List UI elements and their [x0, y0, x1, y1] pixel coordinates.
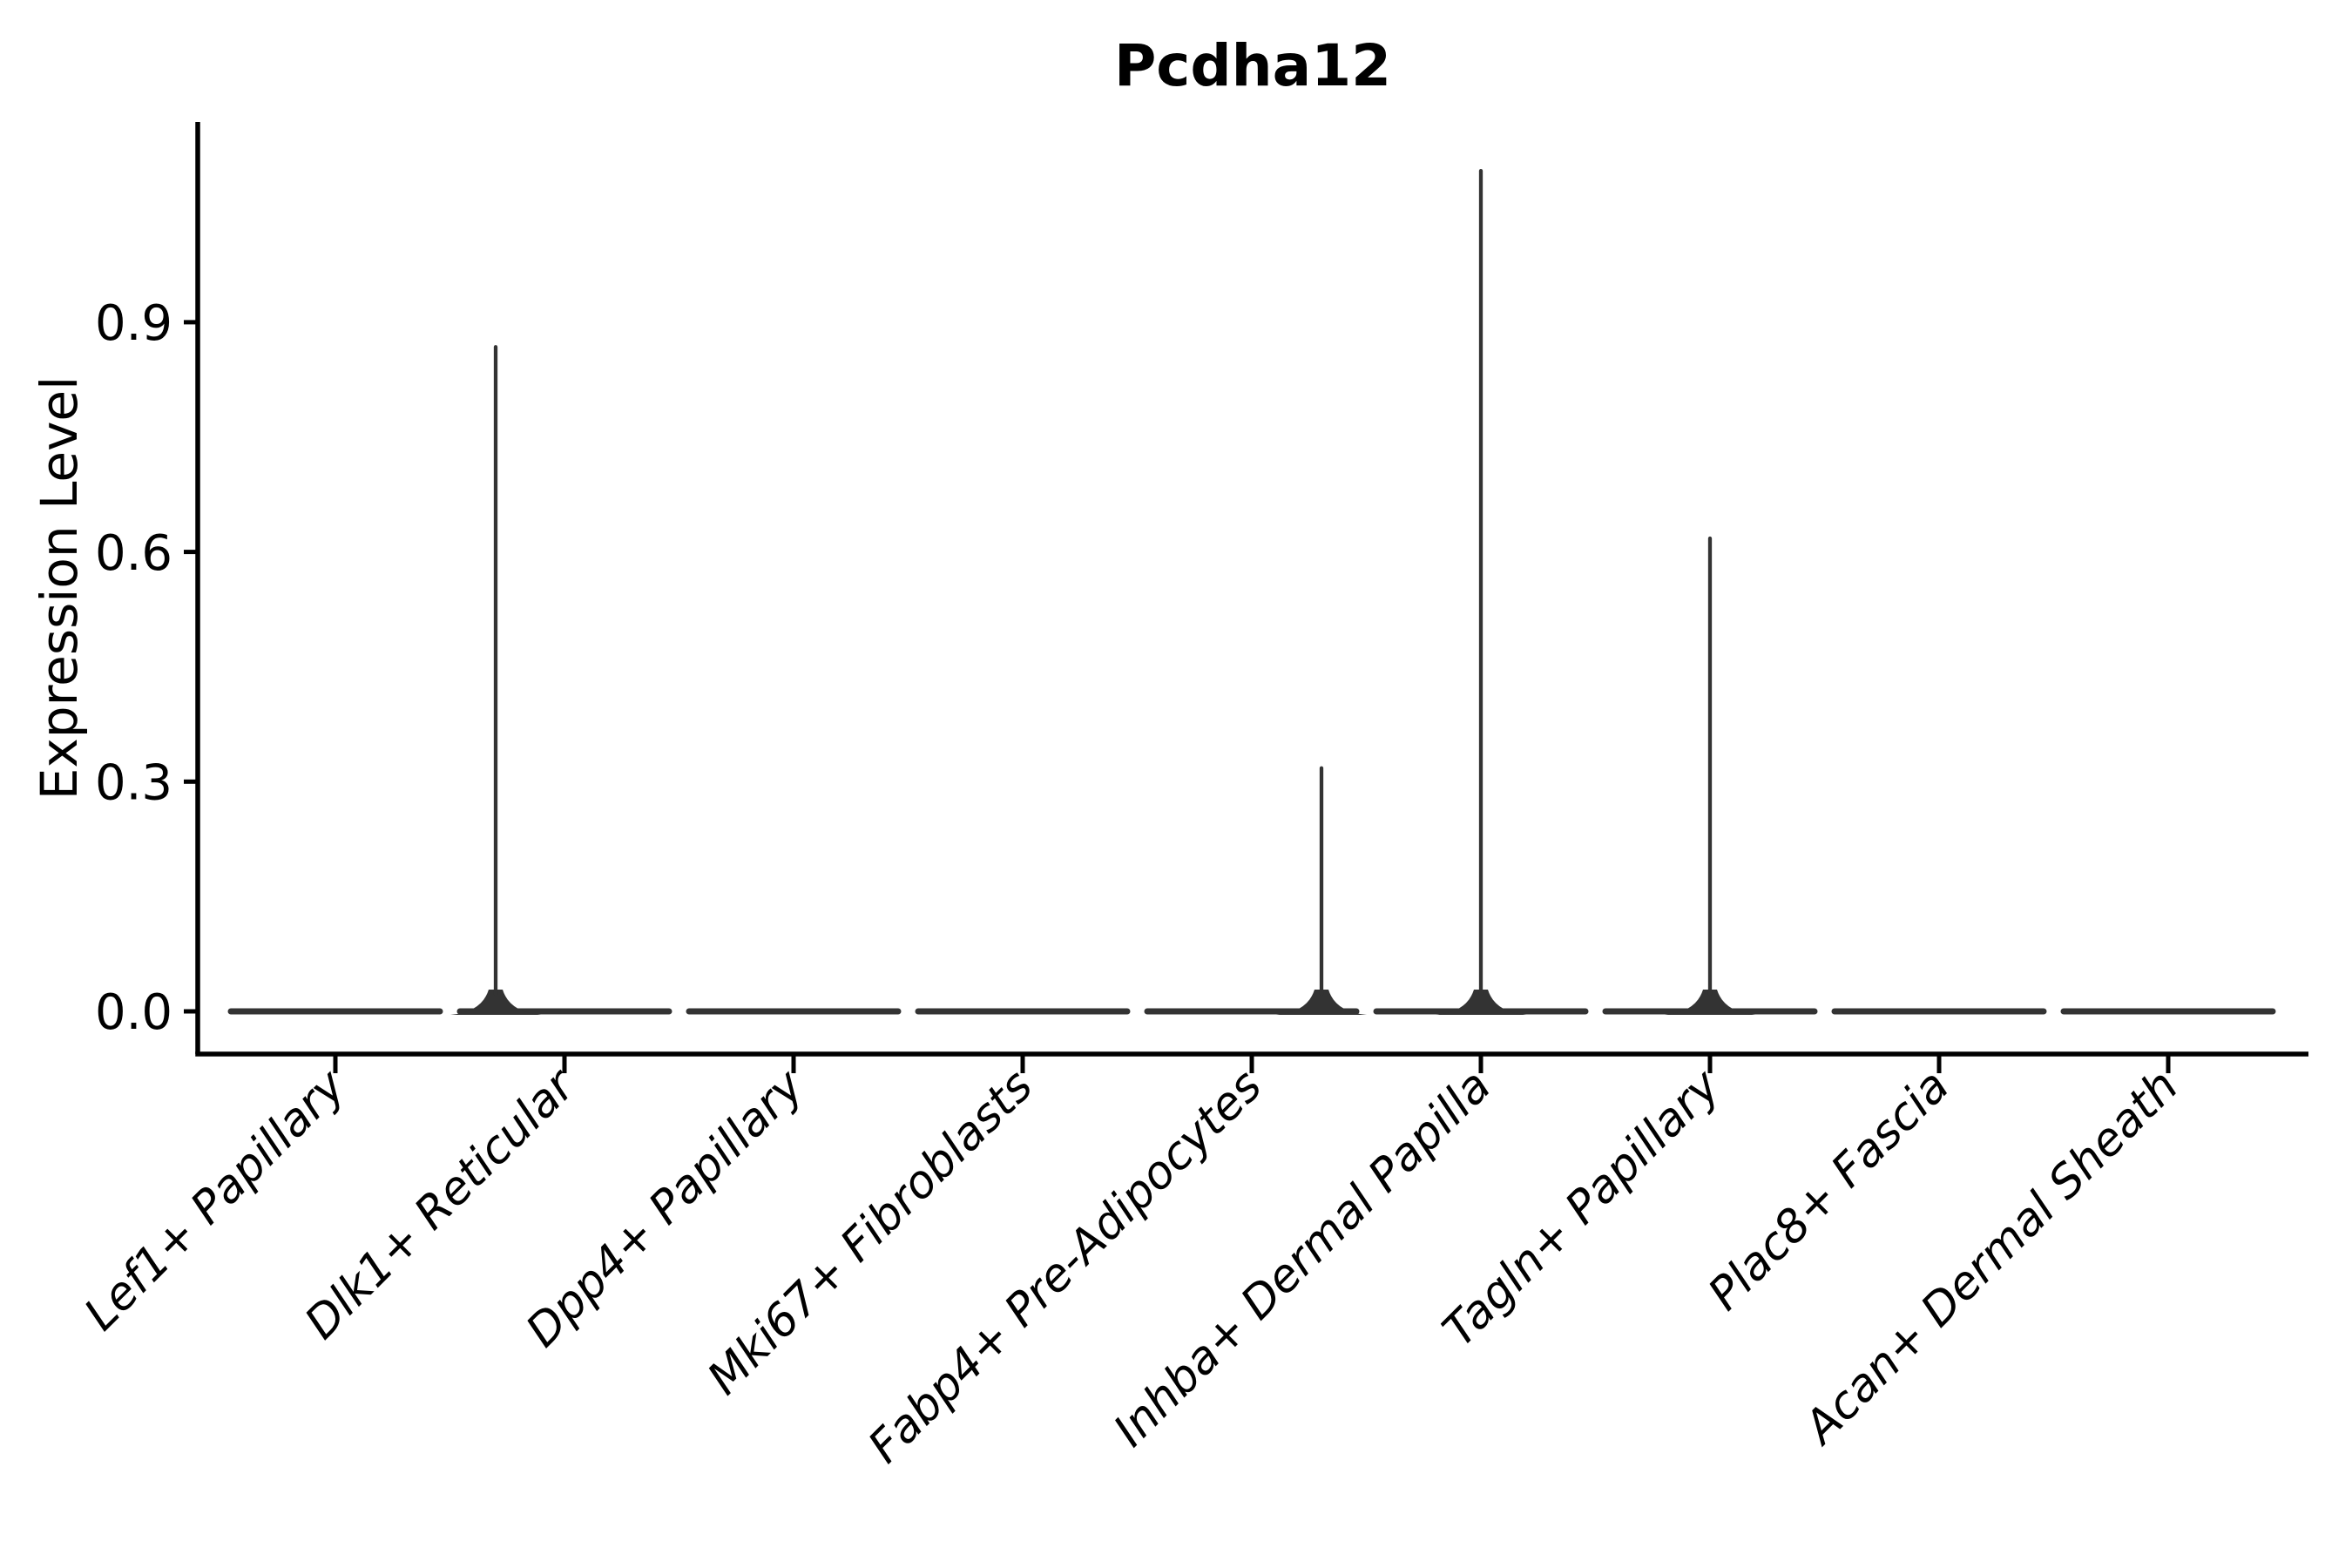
violin-base-bump	[1276, 990, 1367, 1015]
y-tick-label: 0.3	[95, 754, 172, 811]
y-tick-label: 0.0	[95, 984, 172, 1041]
x-tick-label: Acan+ Dermal Sheath	[1793, 1060, 2188, 1456]
violins-layer	[227, 168, 2276, 1015]
y-tick-label: 0.9	[95, 295, 172, 352]
violin-base-bump	[450, 990, 541, 1015]
y-tick-label: 0.6	[95, 525, 172, 582]
x-tick-label: Plac8+ Fascia	[1699, 1060, 1959, 1321]
x-tick-label: Inhba+ Dermal Papilla	[1104, 1060, 1501, 1457]
violin-base-bump	[1436, 990, 1526, 1015]
violin-base-bump	[1665, 990, 1755, 1015]
plot-title: Pcdha12	[1114, 32, 1391, 99]
x-tick-label: Fabp4+ Pre-Adipocytes	[859, 1060, 1273, 1474]
y-axis-label: Expression Level	[30, 376, 89, 800]
